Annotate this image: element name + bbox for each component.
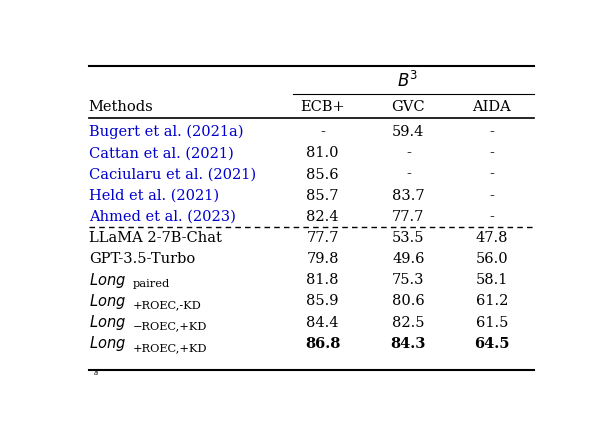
Text: $B^3$: $B^3$ xyxy=(396,71,418,91)
Text: -: - xyxy=(489,210,495,224)
Text: 75.3: 75.3 xyxy=(392,273,425,287)
Text: paired: paired xyxy=(133,279,170,290)
Text: $\mathit{Long}$: $\mathit{Long}$ xyxy=(89,292,126,311)
Text: 80.6: 80.6 xyxy=(392,294,425,308)
Text: 49.6: 49.6 xyxy=(392,252,425,266)
Text: −ROEC,+KD: −ROEC,+KD xyxy=(133,322,207,332)
Text: 79.8: 79.8 xyxy=(306,252,339,266)
Text: +ROEC,-KD: +ROEC,-KD xyxy=(133,300,202,310)
Text: 85.9: 85.9 xyxy=(306,294,339,308)
Text: -: - xyxy=(406,146,411,160)
Text: Methods: Methods xyxy=(89,100,154,114)
Text: LLaMA 2-7B-Chat: LLaMA 2-7B-Chat xyxy=(89,231,221,245)
Text: 47.8: 47.8 xyxy=(475,231,508,245)
Text: 56.0: 56.0 xyxy=(475,252,508,266)
Text: Bugert et al. (2021a): Bugert et al. (2021a) xyxy=(89,125,243,140)
Text: 81.8: 81.8 xyxy=(306,273,339,287)
Text: 82.5: 82.5 xyxy=(392,316,425,330)
Text: GPT-3.5-Turbo: GPT-3.5-Turbo xyxy=(89,252,195,266)
Text: 64.5: 64.5 xyxy=(474,337,509,351)
Text: $\mathit{Long}$: $\mathit{Long}$ xyxy=(89,313,126,332)
Text: 59.4: 59.4 xyxy=(392,125,425,139)
Text: 84.3: 84.3 xyxy=(390,337,426,351)
Text: 77.7: 77.7 xyxy=(307,231,339,245)
Text: 82.4: 82.4 xyxy=(306,210,339,224)
Text: $\mathit{Long}$: $\mathit{Long}$ xyxy=(89,271,126,290)
Text: Ahmed et al. (2023): Ahmed et al. (2023) xyxy=(89,210,236,224)
Text: 53.5: 53.5 xyxy=(392,231,425,245)
Text: 85.6: 85.6 xyxy=(306,167,339,181)
Text: $^{a}$: $^{a}$ xyxy=(93,371,99,381)
Text: -: - xyxy=(489,146,495,160)
Text: 81.0: 81.0 xyxy=(306,146,339,160)
Text: +ROEC,+KD: +ROEC,+KD xyxy=(133,343,207,353)
Text: ECB+: ECB+ xyxy=(300,100,345,114)
Text: -: - xyxy=(489,125,495,139)
Text: Held et al. (2021): Held et al. (2021) xyxy=(89,189,219,203)
Text: 58.1: 58.1 xyxy=(475,273,508,287)
Text: GVC: GVC xyxy=(392,100,425,114)
Text: -: - xyxy=(489,189,495,203)
Text: $\mathit{Long}$: $\mathit{Long}$ xyxy=(89,334,126,353)
Text: 85.7: 85.7 xyxy=(306,189,339,203)
Text: 83.7: 83.7 xyxy=(392,189,425,203)
Text: Cattan et al. (2021): Cattan et al. (2021) xyxy=(89,146,233,160)
Text: 84.4: 84.4 xyxy=(306,316,339,330)
Text: 61.5: 61.5 xyxy=(475,316,508,330)
Text: 86.8: 86.8 xyxy=(305,337,340,351)
Text: 61.2: 61.2 xyxy=(475,294,508,308)
Text: -: - xyxy=(489,167,495,181)
Text: 77.7: 77.7 xyxy=(392,210,425,224)
Text: AIDA: AIDA xyxy=(472,100,511,114)
Text: Caciularu et al. (2021): Caciularu et al. (2021) xyxy=(89,167,256,181)
Text: -: - xyxy=(406,167,411,181)
Text: -: - xyxy=(321,125,325,139)
